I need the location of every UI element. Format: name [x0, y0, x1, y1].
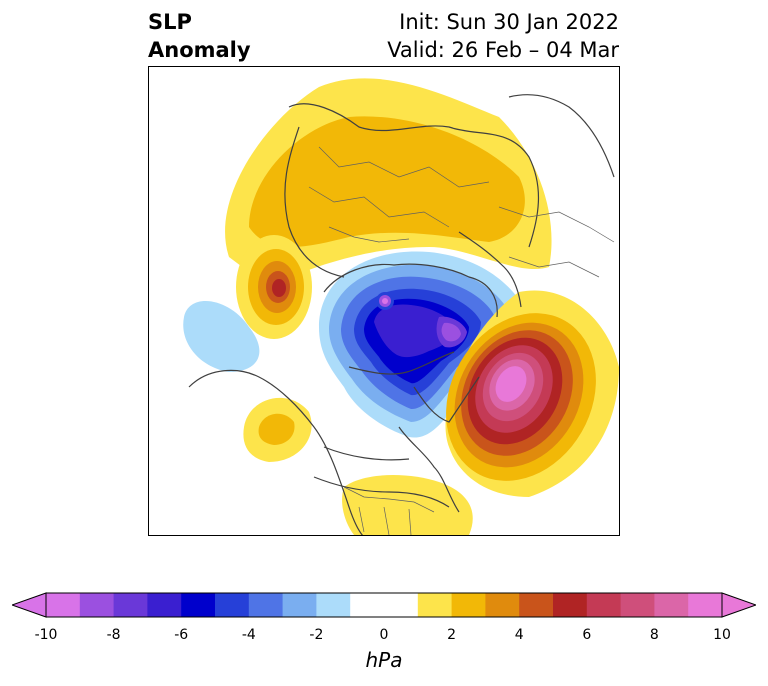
colorbar-outline: [45, 592, 723, 618]
colorbar-tick-label: 4: [514, 627, 524, 643]
colorbar-tick-label: -10: [34, 627, 58, 643]
colorbar-segment: [181, 593, 216, 617]
colorbar-segment: [485, 593, 520, 617]
colorbar: [12, 592, 756, 618]
colorbar-segment: [215, 593, 250, 617]
colorbar-segment: [519, 593, 554, 617]
colorbar-tick-label: -4: [241, 627, 256, 643]
colorbar-segment: [316, 593, 351, 617]
anomaly-map: [148, 66, 620, 536]
title-line-2: Anomaly: [148, 38, 251, 62]
borders: [308, 146, 615, 535]
init-date: Init: Sun 30 Jan 2022: [399, 10, 619, 34]
anomaly-positive-europe-asia: [225, 78, 552, 287]
colorbar-segment: [451, 593, 486, 617]
colorbar-segment: [79, 593, 115, 617]
colorbar-tick-label: 0: [379, 627, 389, 643]
map-svg: [149, 67, 619, 535]
colorbar-segment: [586, 593, 622, 617]
colorbar-tick-label: 6: [582, 627, 592, 643]
colorbar-tick-label: -2: [309, 627, 324, 643]
colorbar-segment: [384, 593, 419, 617]
colorbar-extend-high: [721, 592, 756, 618]
colorbar-tick-label: 2: [447, 627, 457, 643]
colorbar-segment: [620, 593, 655, 617]
forecast-dates: Init: Sun 30 Jan 2022 Valid: 26 Feb – 04…: [387, 8, 619, 64]
colorbar-segment: [46, 593, 81, 617]
anomaly-positive-bering: [236, 235, 312, 339]
colorbar-tick-label: 8: [649, 627, 659, 643]
colorbar-segments: [46, 593, 723, 617]
anomaly-positive-north-atlantic: [445, 290, 619, 497]
colorbar-segment: [147, 593, 182, 617]
colorbar-segment: [654, 593, 689, 617]
colorbar-segment: [282, 593, 317, 617]
colorbar-extend-low: [12, 592, 47, 618]
colorbar-segment: [350, 593, 385, 617]
colorbar-segment: [248, 593, 284, 617]
anomaly-negative-central-asia: [183, 300, 260, 372]
colorbar-unit: hPa: [365, 648, 403, 672]
anomaly-positive-north-america: [243, 397, 473, 535]
title-line-1: SLP: [148, 10, 192, 34]
colorbar-segment: [113, 593, 148, 617]
colorbar-tick-label: 10: [713, 627, 731, 643]
map-title: SLP Anomaly: [148, 8, 251, 64]
anomaly-negative-arctic: [319, 251, 525, 438]
colorbar-tick-label: -8: [106, 627, 121, 643]
valid-dates: Valid: 26 Feb – 04 Mar: [387, 38, 619, 62]
coastlines: [188, 94, 615, 535]
colorbar-segment: [553, 593, 588, 617]
colorbar-segment: [688, 593, 723, 617]
colorbar-tick-label: -6: [174, 627, 189, 643]
colorbar-segment: [417, 593, 453, 617]
